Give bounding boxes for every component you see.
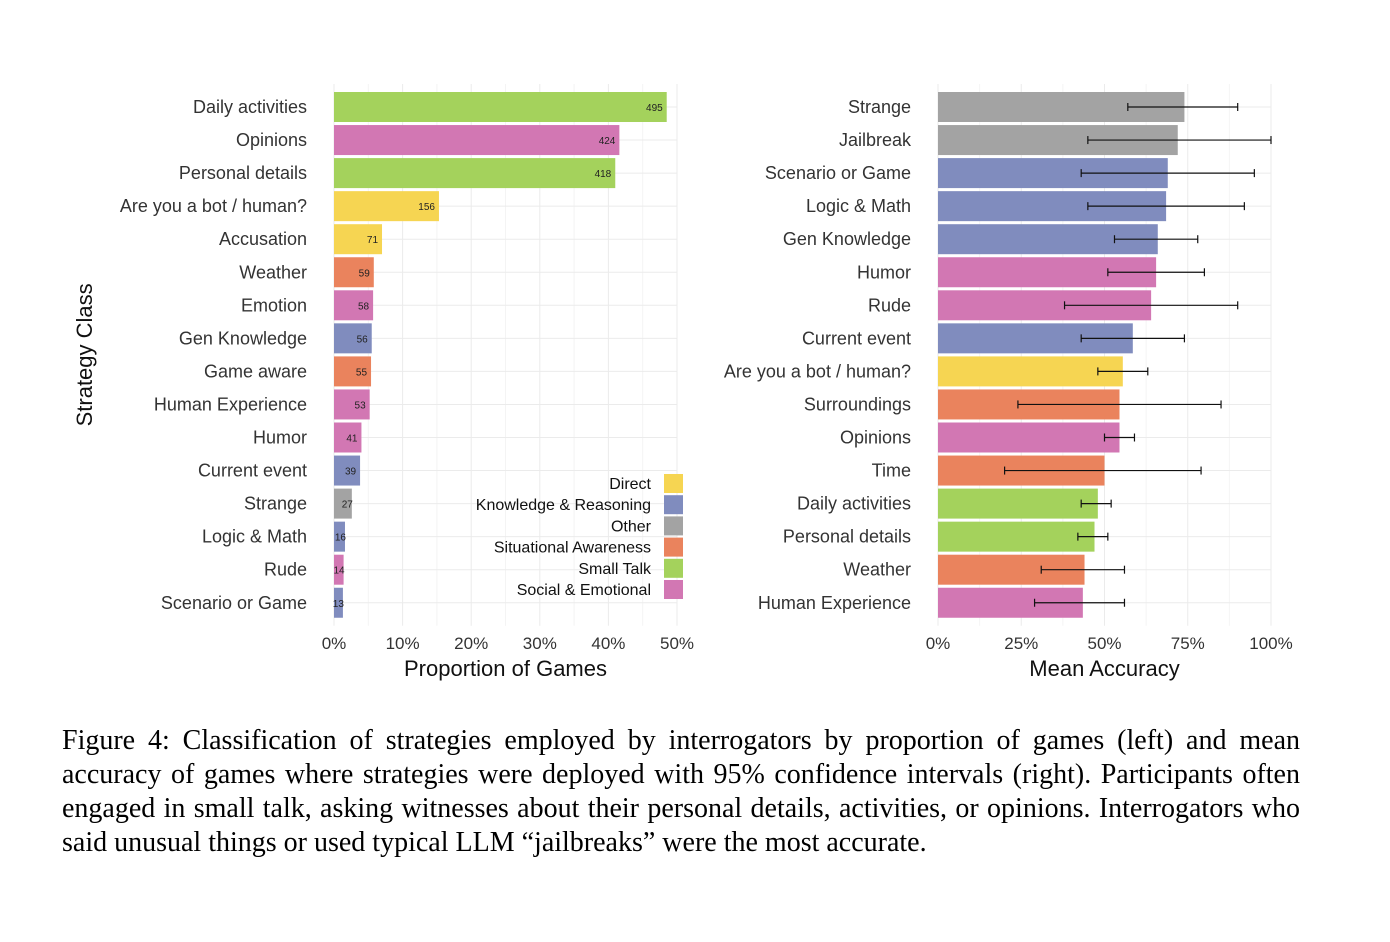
bar [334, 158, 616, 189]
bar [334, 422, 362, 453]
bar [938, 356, 1123, 387]
bar [938, 488, 1098, 519]
category-label: Current event [802, 328, 911, 348]
bar [334, 554, 344, 585]
bar-count-label: 71 [367, 235, 379, 246]
bar-count-label: 156 [418, 202, 435, 213]
legend-swatch [664, 495, 683, 515]
x-tick-label: 25% [1004, 634, 1038, 653]
figure-caption: Figure 4: Classification of strategies e… [62, 725, 1300, 858]
category-label: Time [872, 461, 911, 481]
category-label: Rude [868, 295, 911, 315]
x-axis-title: Mean Accuracy [1029, 656, 1179, 681]
bar-count-label: 56 [357, 334, 369, 345]
legend-swatch [664, 580, 683, 599]
category-label: Game aware [204, 361, 307, 381]
bar [334, 356, 372, 387]
legend-swatch [664, 474, 683, 493]
bar [334, 92, 667, 122]
category-label: Personal details [783, 527, 911, 547]
category-label: Current event [198, 461, 307, 481]
bar-count-label: 495 [646, 103, 663, 114]
category-label: Strange [848, 97, 911, 117]
x-tick-label: 100% [1249, 634, 1292, 653]
legend-label: Direct [609, 476, 651, 493]
x-tick-label: 10% [386, 634, 420, 653]
legend-label: Situational Awareness [494, 540, 651, 557]
legend-label: Other [611, 518, 652, 535]
category-label: Humor [253, 428, 307, 448]
bar-count-label: 13 [333, 599, 345, 610]
bar-count-label: 41 [346, 434, 358, 445]
category-label: Scenario or Game [765, 163, 911, 183]
bar-count-label: 39 [345, 467, 357, 478]
legend-label: Small Talk [578, 561, 652, 578]
bar-count-label: 58 [358, 301, 370, 312]
bar-count-label: 55 [356, 367, 368, 378]
category-label: Emotion [241, 295, 307, 315]
legend-label: Social & Emotional [517, 582, 651, 599]
legend-label: Knowledge & Reasoning [476, 497, 651, 514]
category-label: Strange [244, 494, 307, 514]
x-tick-label: 0% [322, 634, 347, 653]
category-label: Personal details [179, 163, 307, 183]
category-label: Daily activities [797, 494, 911, 514]
x-tick-label: 20% [454, 634, 488, 653]
category-label: Accusation [219, 229, 307, 249]
bar-count-label: 16 [335, 533, 347, 544]
bar [334, 323, 372, 354]
category-label: Jailbreak [839, 130, 912, 150]
bar [334, 455, 361, 486]
x-tick-label: 50% [660, 634, 694, 653]
x-tick-label: 30% [523, 634, 557, 653]
category-label: Rude [264, 560, 307, 580]
bar [334, 257, 374, 288]
category-label: Opinions [840, 428, 911, 448]
y-axis-title: Strategy Class [72, 283, 97, 426]
bar [334, 521, 345, 552]
category-label: Weather [239, 262, 307, 282]
bar-count-label: 424 [599, 136, 616, 147]
bar-count-label: 59 [359, 268, 371, 279]
x-tick-label: 40% [591, 634, 625, 653]
chart-legend: Direct Knowledge & Reasoning Other Situatio… [476, 474, 683, 599]
bar-count-label: 14 [333, 566, 345, 577]
bar [334, 290, 374, 321]
category-label: Humor [857, 262, 911, 282]
category-label: Weather [843, 560, 911, 580]
bar [334, 191, 439, 222]
x-tick-label: 75% [1171, 634, 1205, 653]
legend-swatch [664, 516, 683, 536]
x-tick-label: 50% [1087, 634, 1121, 653]
category-label: Surroundings [804, 394, 911, 414]
bar [938, 521, 1095, 552]
category-label: Logic & Math [202, 527, 307, 547]
legend-swatch [664, 558, 683, 578]
bar-count-label: 53 [355, 400, 367, 411]
category-label: Are you a bot / human? [724, 361, 911, 381]
category-label: Gen Knowledge [179, 328, 307, 348]
figure-charts: 0% 10% 20% 30% 40% 50% Daily activities 495 Opin… [72, 84, 1293, 681]
bar [334, 389, 370, 420]
proportion-chart: 0% 10% 20% 30% 40% 50% Daily activities 495 Opin… [72, 84, 694, 681]
category-label: Opinions [236, 130, 307, 150]
x-axis-title: Proportion of Games [404, 656, 607, 681]
category-label: Are you a bot / human? [120, 196, 307, 216]
bar-count-label: 27 [342, 500, 354, 511]
bar [334, 224, 383, 255]
bar [938, 422, 1120, 453]
category-label: Human Experience [154, 394, 307, 414]
bar [334, 587, 343, 618]
accuracy-chart: 0% 25% 50% 75% 100% Strange Jailbreak Scenario … [724, 84, 1293, 681]
category-label: Daily activities [193, 97, 307, 117]
x-tick-label: 0% [926, 634, 951, 653]
category-label: Gen Knowledge [783, 229, 911, 249]
legend-swatch [664, 537, 683, 557]
category-label: Logic & Math [806, 196, 911, 216]
bar-count-label: 418 [595, 169, 612, 180]
bar [334, 488, 352, 519]
category-label: Scenario or Game [161, 593, 307, 613]
category-label: Human Experience [758, 593, 911, 613]
bar [334, 125, 620, 156]
